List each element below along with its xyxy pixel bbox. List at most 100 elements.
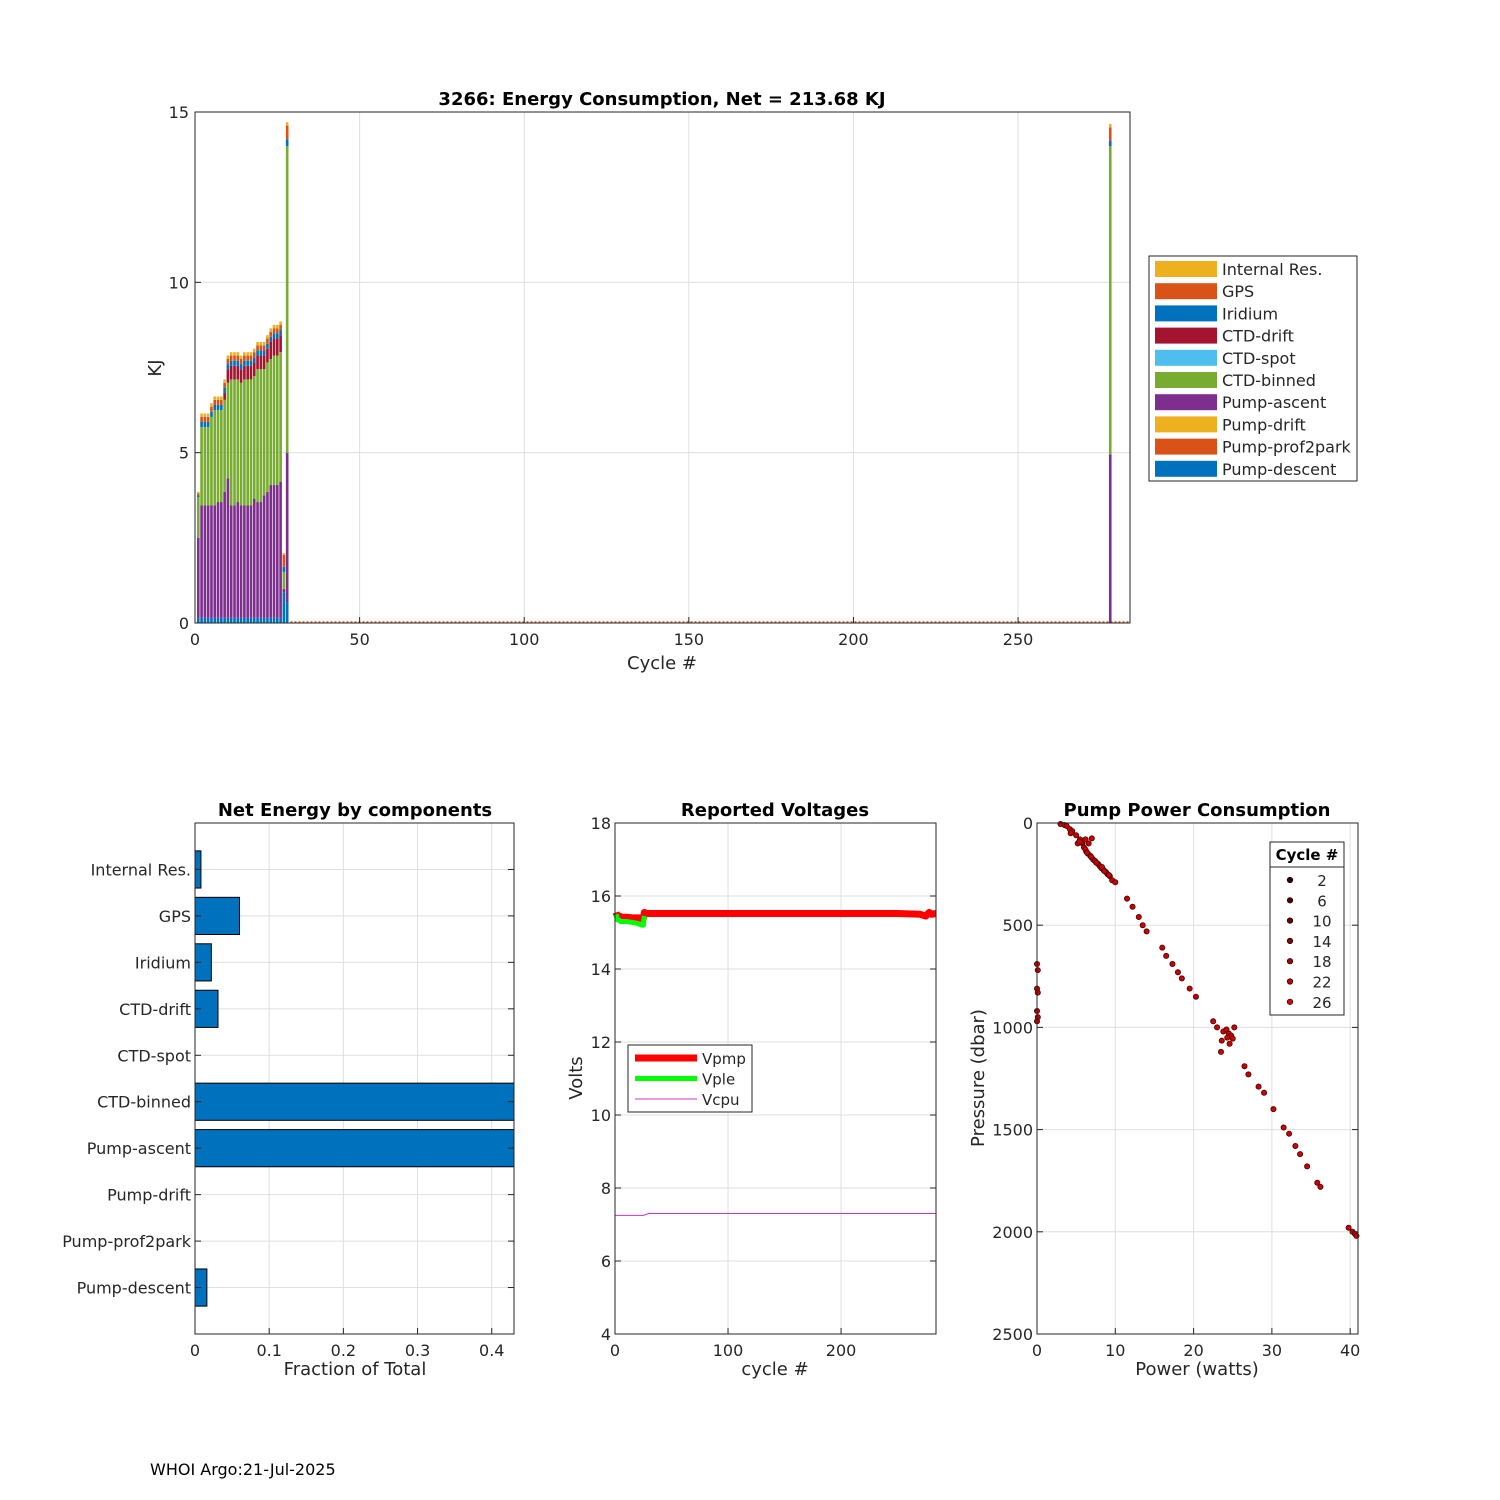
pump-legend-label: 18: [1312, 953, 1331, 971]
pump-point: [1112, 879, 1119, 886]
energy-bar-pump-descent: [223, 617, 226, 623]
energy-bar-ctd-drift: [262, 355, 266, 370]
energy-bar-gps: [285, 125, 289, 140]
pump-point: [1129, 903, 1136, 910]
energy-bar-iridium: [196, 495, 200, 497]
energy-bar-pump-ascent: [226, 478, 230, 618]
components-x-tick-label: 0.2: [331, 1341, 356, 1360]
energy-bar-internal-res-: [272, 324, 276, 329]
energy-bar-gps: [252, 352, 256, 358]
energy-bar-ctd-binned: [269, 358, 273, 486]
energy-bar-internal-res-: [243, 352, 246, 356]
energy-legend-label: Internal Res.: [1222, 260, 1322, 279]
energy-bar-pump-ascent: [200, 505, 203, 618]
energy-bar-ctd-binned: [266, 362, 269, 492]
pump-point: [1229, 1035, 1236, 1042]
energy-bar-pump-ascent: [256, 502, 259, 618]
energy-bar-gps: [246, 355, 249, 361]
energy-bar-internal-res-: [275, 324, 279, 329]
energy-bar-pump-descent: [229, 617, 233, 623]
pump-y-tick-label: 1500: [992, 1121, 1033, 1140]
energy-bar-pump-ascent: [249, 505, 253, 618]
energy-bar-gps: [272, 328, 276, 334]
energy-bar-ctd-binned: [285, 146, 289, 453]
energy-bar-internal-res-: [196, 491, 200, 494]
pump-points: [1034, 821, 1360, 1239]
energy-bar-gps: [279, 324, 282, 331]
pump-point: [1106, 872, 1113, 879]
energy-bar-ctd-drift: [256, 355, 259, 370]
energy-bar-iridium: [236, 360, 240, 366]
pump-axes-box: [1036, 822, 1359, 1335]
energy-bar-ctd-drift: [226, 369, 230, 383]
energy-legend-swatch: [1155, 438, 1217, 455]
energy-bar-gps: [259, 345, 263, 351]
energy-bar-gps: [236, 355, 240, 361]
energy-chart-title: 3266: Energy Consumption, Net = 213.68 K…: [438, 89, 885, 110]
pump-legend-marker: [1286, 897, 1294, 904]
energy-bar-pump-descent: [262, 617, 266, 623]
energy-bar-internal-res-: [1108, 123, 1112, 128]
energy-bar-pump-descent: [236, 617, 240, 623]
energy-bar-ctd-drift: [229, 365, 233, 380]
energy-bar-iridium: [233, 360, 236, 366]
energy-bar-ctd-drift: [233, 365, 236, 380]
pump-x-tick-label: 20: [1183, 1341, 1203, 1360]
voltages-x-tick-label: 200: [826, 1341, 857, 1360]
energy-bar-iridium: [200, 422, 203, 428]
energy-ticks: 0 50 100 150 200 250 0 5 10 15: [169, 103, 1034, 649]
components-chart: 0 0.1 0.2 0.3 0.4 Internal Res. GPS Iridium CTD-…: [62, 800, 515, 1380]
components-axes-box: [194, 822, 515, 1335]
components-y-tick-label: CTD-binned: [97, 1093, 191, 1112]
energy-legend-swatch: [1155, 283, 1217, 300]
components-x-tick-label: 0.4: [479, 1341, 504, 1360]
voltages-x-tick-label: 100: [713, 1341, 744, 1360]
energy-bar-iridium: [282, 566, 286, 572]
energy-legend-swatch: [1155, 305, 1217, 322]
pump-y-tick-label: 1000: [992, 1018, 1033, 1037]
pump-legend-marker: [1286, 958, 1294, 965]
energy-bar-ctd-drift: [246, 365, 249, 380]
pump-legend-title: Cycle #: [1276, 846, 1339, 864]
energy-bar-pump-ascent: [259, 502, 263, 618]
energy-bar-pump-descent: [196, 617, 200, 623]
components-plot-area: [195, 823, 514, 1334]
voltages-line-vcpu: [615, 1213, 936, 1216]
energy-bar-pump-ascent: [239, 505, 243, 618]
components-y-tick-label: Pump-drift: [107, 1186, 191, 1205]
components-ticks: 0 0.1 0.2 0.3 0.4 Internal Res. GPS Iridium CTD-…: [62, 860, 514, 1360]
energy-bars: [196, 122, 1112, 623]
energy-axes-box: [194, 111, 1131, 624]
pump-legend-marker: [1286, 937, 1294, 945]
voltages-legend: Vpmp Vple Vcpu: [627, 1044, 753, 1113]
voltages-legend-label: Vple: [702, 1071, 735, 1089]
pump-point: [1174, 969, 1181, 976]
energy-x-tick-label: 0: [190, 630, 200, 649]
energy-bar-pump-ascent: [252, 498, 256, 618]
energy-legend-label: CTD-binned: [1222, 371, 1316, 390]
energy-bar-pump-ascent: [285, 452, 289, 603]
pump-point: [1076, 838, 1083, 845]
components-y-tick-label: Pump-descent: [77, 1279, 191, 1298]
pump-power-chart: 0 10 20 30 40 0 500 1000 1500 2000 2500 Pump Power…: [968, 800, 1360, 1380]
pump-point: [1088, 835, 1095, 842]
energy-bar-ctd-binned: [262, 369, 266, 496]
pump-point: [1143, 928, 1150, 935]
energy-bar-internal-res-: [216, 396, 220, 400]
energy-bar-iridium: [203, 422, 207, 428]
energy-bar-pump-descent: [206, 617, 210, 623]
energy-bar-internal-res-: [239, 355, 243, 359]
energy-bar-pump-ascent: [275, 485, 279, 618]
energy-bar-iridium: [206, 422, 210, 428]
energy-bar-ctd-drift: [249, 365, 253, 380]
pump-point: [1214, 1024, 1221, 1031]
energy-legend-label: Pump-drift: [1222, 415, 1306, 434]
energy-bar-ctd-drift: [259, 355, 263, 370]
pump-point: [1304, 1163, 1311, 1170]
energy-bar-pump-descent: [279, 617, 282, 623]
pump-point: [1255, 1083, 1262, 1090]
energy-bar-pump-descent: [203, 617, 207, 623]
pump-point: [1178, 975, 1185, 982]
